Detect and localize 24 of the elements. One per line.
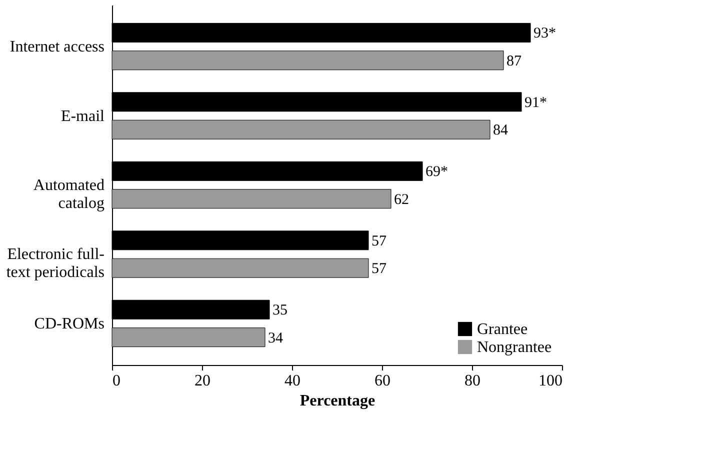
data-label: 87	[506, 53, 522, 70]
data-label: 34	[268, 330, 284, 346]
data-label: 69*	[426, 164, 448, 180]
data-label: 84	[493, 122, 508, 139]
data-label: 35	[272, 302, 288, 319]
legend-label: Grantee	[477, 321, 528, 338]
data-label: 57	[372, 233, 387, 250]
x-tick-label: 80	[464, 372, 480, 390]
x-tick-label: 0	[112, 372, 120, 390]
data-label: 62	[394, 192, 409, 208]
y-tick-label: E-mail	[60, 108, 106, 125]
data-label: 57	[372, 261, 387, 278]
data-label: 91*	[524, 94, 547, 111]
x-tick-label: 60	[374, 372, 390, 390]
x-axis-title: Percentage	[300, 392, 376, 410]
y-tick-label: CD-ROMs	[34, 315, 104, 332]
data-label: 93*	[534, 26, 556, 42]
x-tick-label: 20	[194, 372, 210, 390]
y-tick-label: Internet access	[10, 38, 104, 56]
y-tick-label: Automated catalog	[33, 177, 104, 212]
y-tick-label: Electronic full-text periodicals	[6, 246, 104, 282]
x-tick-label: 40	[284, 372, 300, 390]
legend-label: Nongrantee	[477, 339, 552, 356]
x-tick-label: 100	[538, 372, 562, 390]
